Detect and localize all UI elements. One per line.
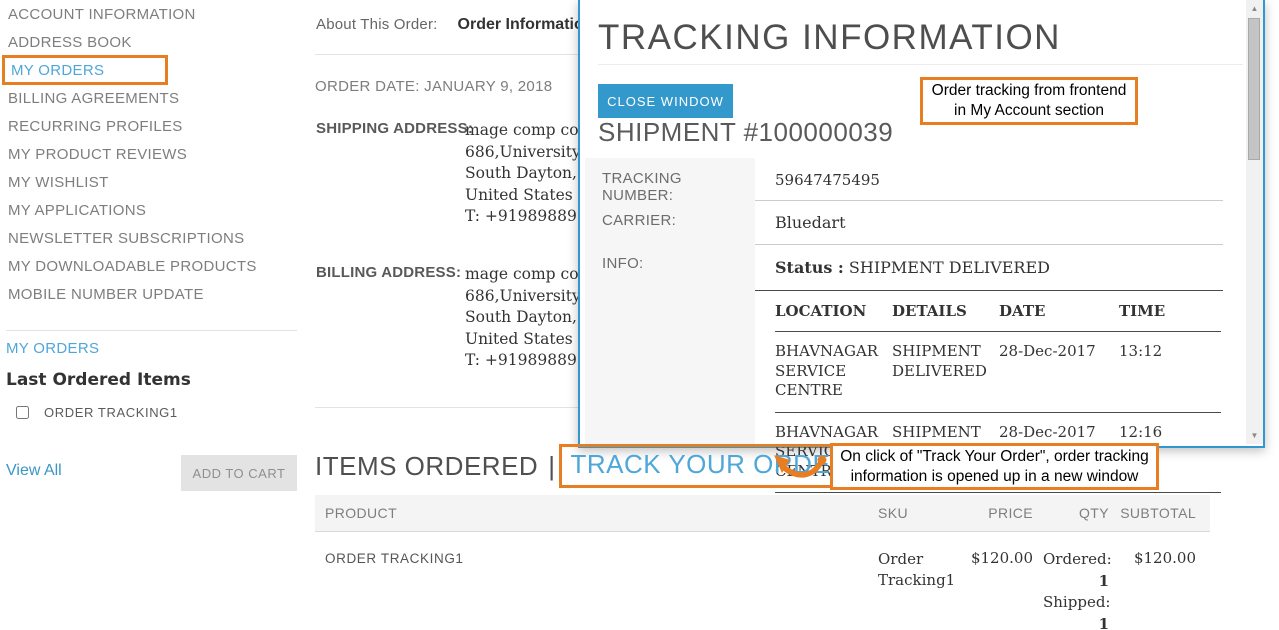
items-table-header: PRODUCT SKU PRICE QTY SUBTOTAL: [315, 495, 1210, 532]
qty-ordered-label: Ordered:: [1043, 550, 1112, 568]
view-all-link[interactable]: View All: [6, 462, 62, 479]
annotation-track-order-click: On click of "Track Your Order", order tr…: [830, 443, 1159, 490]
sidebar-item-my-wishlist[interactable]: MY WISHLIST: [8, 173, 109, 191]
last-ordered-item-row: ORDER TRACKING1: [16, 405, 178, 420]
col-header-location: LOCATION: [775, 291, 892, 332]
sidebar-item-billing-agreements[interactable]: BILLING AGREEMENTS: [8, 89, 180, 107]
status-value: SHIPMENT DELIVERED: [848, 258, 1050, 277]
sidebar-item-my-orders[interactable]: MY ORDERS: [2, 55, 168, 85]
popup-scrollbar[interactable]: ▲ ▼: [1246, 0, 1263, 444]
cell-qty: Ordered: 1 Shipped: 1: [1043, 549, 1115, 630]
scrollbar-thumb[interactable]: [1248, 18, 1260, 160]
sidebar-item-my-product-reviews[interactable]: MY PRODUCT REVIEWS: [8, 145, 188, 163]
order-information-tab[interactable]: Order Information: [457, 16, 594, 33]
cell-subtotal: $120.00: [1133, 549, 1196, 567]
order-date: ORDER DATE: JANUARY 9, 2018: [315, 78, 553, 95]
cell-details: SHIPMENT DELIVERED: [892, 331, 999, 413]
col-header-time: TIME: [1119, 291, 1221, 332]
address-line: United States: [465, 185, 573, 204]
annotation-frontend-tracking: Order tracking from frontend in My Accou…: [920, 77, 1138, 125]
heading-separator: |: [548, 450, 556, 481]
shipment-status: Status : SHIPMENT DELIVERED: [755, 245, 1223, 291]
sidebar-item-recurring-profiles[interactable]: RECURRING PROFILES: [8, 117, 183, 135]
add-to-cart-button[interactable]: ADD TO CART: [181, 455, 297, 491]
col-header-sku: SKU: [878, 505, 908, 521]
col-header-price: PRICE: [988, 505, 1033, 521]
items-ordered-table: PRODUCT SKU PRICE QTY SUBTOTAL ORDER TRA…: [315, 495, 1210, 630]
address-line: United States: [465, 329, 573, 348]
cell-price: $120.00: [970, 549, 1033, 567]
cell-location: BHAVNAGAR SERVICE CENTRE: [775, 331, 892, 413]
annotation-line: in My Account section: [954, 102, 1104, 119]
account-sidebar-nav: ACCOUNT INFORMATION ADDRESS BOOK MY ORDE…: [0, 0, 300, 308]
sidebar-item-my-applications[interactable]: MY APPLICATIONS: [8, 201, 147, 219]
cell-time: 13:12: [1119, 331, 1221, 413]
tracking-number-label: TRACKING NUMBER:: [602, 170, 682, 204]
col-header-qty: QTY: [1079, 505, 1109, 521]
qty-ordered-value: 1: [1098, 571, 1109, 590]
sidebar-item-account-information[interactable]: ACCOUNT INFORMATION: [8, 5, 196, 23]
col-header-subtotal: SUBTOTAL: [1120, 505, 1196, 521]
status-label: Status :: [775, 258, 844, 277]
info-label: INFO:: [602, 255, 644, 272]
shipping-address-label: SHIPPING ADDRESS:: [316, 120, 474, 137]
qty-shipped-value: 1: [1098, 614, 1109, 630]
tracking-labels-panel: TRACKING NUMBER: CARRIER: INFO:: [585, 158, 755, 446]
tracking-table-header-row: LOCATION DETAILS DATE TIME: [775, 291, 1221, 332]
popup-title-divider: [598, 64, 1243, 65]
cell-sku: Order Tracking1: [878, 550, 956, 589]
my-orders-block-title[interactable]: MY ORDERS: [6, 340, 100, 357]
about-this-order-row: About This Order: Order Information: [316, 16, 716, 34]
address-line: mage comp comp: [465, 121, 604, 139]
tracking-table-row: BHAVNAGAR SERVICE CENTRE SHIPMENT DELIVE…: [775, 331, 1221, 413]
cell-date: 28-Dec-2017: [999, 331, 1119, 413]
cell-product-name: ORDER TRACKING1: [325, 551, 464, 566]
items-ordered-heading: ITEMS ORDERED: [315, 450, 539, 481]
last-ordered-items-heading: Last Ordered Items: [6, 370, 191, 390]
last-ordered-checkbox[interactable]: [16, 406, 29, 419]
annotation-line: Order tracking from frontend: [931, 82, 1127, 99]
col-header-details: DETAILS: [892, 291, 999, 332]
tracking-popup-title: TRACKING INFORMATION: [598, 18, 1061, 57]
close-window-button[interactable]: CLOSE WINDOW: [598, 84, 733, 118]
shipment-heading: SHIPMENT #100000039: [598, 117, 894, 147]
carrier-value: Bluedart: [755, 201, 1223, 245]
sidebar-divider: [6, 330, 297, 331]
sidebar-item-address-book[interactable]: ADDRESS BOOK: [8, 33, 132, 51]
col-header-product: PRODUCT: [325, 505, 398, 521]
qty-shipped-label: Shipped:: [1043, 593, 1111, 611]
about-order-label: About This Order:: [316, 16, 438, 33]
billing-address-label: BILLING ADDRESS:: [316, 264, 462, 281]
tracking-number-value: 59647475495: [755, 158, 1223, 201]
scroll-down-icon[interactable]: ▼: [1250, 431, 1259, 440]
annotation-line: information is opened up in a new window: [850, 467, 1139, 485]
carrier-label: CARRIER:: [602, 212, 677, 229]
tracking-popup-window: TRACKING INFORMATION CLOSE WINDOW SHIPME…: [578, 0, 1265, 493]
sidebar-item-my-downloadable-products[interactable]: MY DOWNLOADABLE PRODUCTS: [8, 257, 257, 275]
sidebar-item-newsletter-subscriptions[interactable]: NEWSLETTER SUBSCRIPTIONS: [8, 229, 245, 247]
address-line: mage comp comp: [465, 265, 604, 283]
sidebar-item-mobile-number-update[interactable]: MOBILE NUMBER UPDATE: [8, 285, 204, 303]
curved-arrow-icon: [774, 455, 827, 478]
col-header-date: DATE: [999, 291, 1119, 332]
scroll-up-icon[interactable]: ▲: [1250, 4, 1259, 13]
last-ordered-product-label: ORDER TRACKING1: [44, 405, 178, 420]
annotation-line: On click of "Track Your Order", order tr…: [840, 447, 1149, 465]
items-table-row: ORDER TRACKING1 Order Tracking1 $120.00 …: [315, 532, 1210, 630]
